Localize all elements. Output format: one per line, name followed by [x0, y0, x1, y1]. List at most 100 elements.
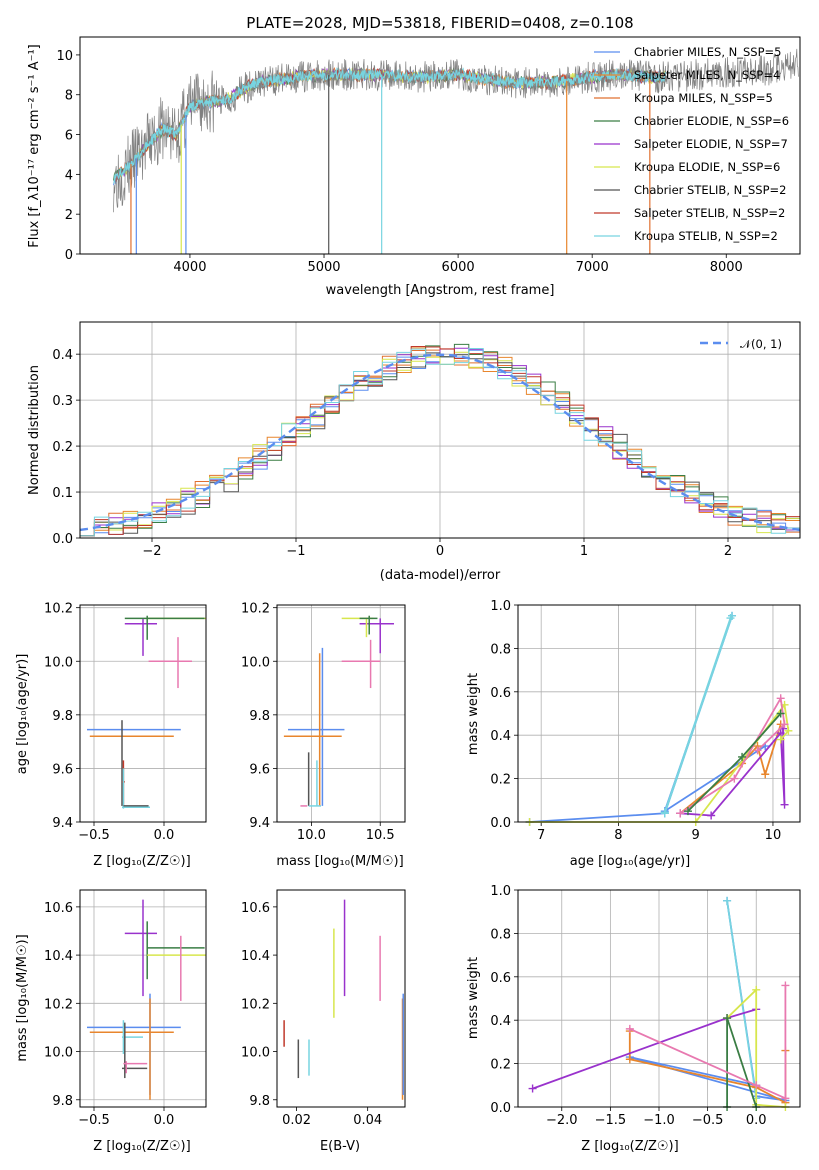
x-tick-label: 1: [580, 544, 588, 559]
y-tick-label: 2: [65, 208, 73, 223]
weight-line: [726, 987, 786, 1108]
x-tick-label: −0.5: [78, 828, 110, 843]
weight-marker: [781, 1094, 790, 1103]
x-tick-label: 0.0: [154, 828, 175, 843]
legend-entry: Chabrier STELIB, N_SSP=2: [634, 183, 786, 197]
axes-frame: [79, 604, 207, 823]
weight-line: [629, 985, 787, 1100]
y-tick-label: 10.4: [44, 949, 73, 964]
weight-age-plot: 7 8 9 10 0.0 0.2 0.4 0.6 0.8 1.0: [490, 599, 801, 843]
weight-marker: [753, 746, 762, 755]
y-tick-label: 0.2: [52, 440, 73, 455]
legend-entry: Kroupa STELIB, N_SSP=2: [634, 229, 778, 243]
x-tick-label: −1.5: [595, 1113, 627, 1128]
weight-marker: [683, 807, 692, 816]
weight-z-plot: −2.0 −1.5 −1.0 −0.5 0.0 0.0 0.2 0.4 0.6 0.8 1.0: [490, 884, 801, 1128]
legend-entry: Chabrier MILES, N_SSP=5: [634, 45, 781, 59]
y-tick-label: 0.8: [490, 642, 511, 657]
age-z-plot: −0.5 0.0 9.4 9.6 9.8 10.0 10.2: [44, 602, 207, 843]
x-tick-label: 0.02: [282, 1113, 311, 1128]
weight-marker: [707, 811, 716, 820]
weight-marker: [660, 808, 669, 817]
x-tick-label: 7000: [576, 260, 609, 275]
residual-xlabel: (data-model)/error: [380, 568, 501, 583]
x-tick-label: −1.0: [643, 1113, 675, 1128]
weight-line: [532, 1008, 757, 1090]
x-tick-label: 8000: [710, 260, 743, 275]
y-tick-label: 0.1: [52, 486, 73, 501]
mass-z-xlabel: Z [log₁₀(Z/Z☉)]: [93, 1139, 190, 1154]
y-tick-label: 10.0: [241, 1046, 270, 1061]
model-curve: [113, 68, 667, 184]
y-tick-label: 0.4: [490, 1014, 511, 1029]
weight-line: [726, 900, 758, 1099]
y-tick-label: 0.6: [490, 971, 511, 986]
mass-ebv-xlabel: E(B-V): [320, 1139, 360, 1154]
weight-age-ylabel: mass weight: [466, 673, 481, 755]
axes-frame: [517, 889, 801, 1108]
y-tick-label: 0.4: [52, 348, 73, 363]
y-tick-label: 10.0: [44, 655, 73, 670]
y-tick-label: 9.6: [249, 762, 270, 777]
spectrum-title: PLATE=2028, MJD=53818, FIBERID=0408, z=0…: [246, 14, 633, 32]
weight-line: [687, 712, 782, 812]
y-tick-label: 8: [65, 89, 73, 104]
age-mass-plot: 10.0 10.5 9.4 9.6 9.8 10.0 10.2: [241, 602, 406, 843]
y-tick-label: 9.4: [249, 816, 270, 831]
legend-entry: 𝒩(0, 1): [740, 337, 782, 351]
axes-frame: [79, 321, 801, 539]
x-tick-label: 0.0: [154, 1113, 175, 1128]
y-tick-label: 1.0: [490, 884, 511, 899]
x-tick-label: −2: [142, 544, 161, 559]
x-tick-label: 10: [765, 828, 782, 843]
axes-frame: [276, 889, 406, 1108]
weight-z-xlabel: Z [log₁₀(Z/Z☉)]: [581, 1139, 678, 1154]
x-tick-label: 0.0: [746, 1113, 767, 1128]
x-tick-label: 2: [724, 544, 732, 559]
weight-marker: [776, 735, 785, 744]
legend-entry: Kroupa MILES, N_SSP=5: [634, 91, 773, 105]
weight-marker: [776, 709, 785, 718]
y-tick-label: 0.2: [490, 1058, 511, 1073]
x-tick-label: 7: [537, 828, 545, 843]
y-tick-label: 0.8: [490, 927, 511, 942]
x-tick-label: 8: [614, 828, 622, 843]
y-tick-label: 10.0: [241, 655, 270, 670]
residual-plot: −2 −1 0 1 2 0.0 0.1 0.2 0.3 0.4 𝒩(0, 1): [52, 321, 801, 559]
x-tick-label: −1: [286, 544, 305, 559]
y-tick-label: 6: [65, 129, 73, 144]
y-tick-label: 0.4: [490, 729, 511, 744]
axes-frame: [276, 604, 406, 823]
data-spectrum: [113, 48, 799, 213]
weight-age-xlabel: age [log₁₀(age/yr)]: [570, 854, 691, 869]
y-tick-label: 9.8: [52, 709, 73, 724]
x-tick-label: 4000: [173, 260, 206, 275]
y-tick-label: 4: [65, 168, 73, 183]
y-tick-label: 10.0: [44, 1046, 73, 1061]
y-tick-label: 10.2: [44, 997, 73, 1012]
x-tick-label: 6000: [442, 260, 475, 275]
x-tick-label: −0.5: [692, 1113, 724, 1128]
y-tick-label: 9.6: [52, 762, 73, 777]
y-tick-label: 10.4: [241, 949, 270, 964]
weight-marker: [780, 800, 789, 809]
residual-ylabel: Normed distribution: [27, 365, 42, 495]
y-tick-label: 0.2: [490, 773, 511, 788]
mass-z-ylabel: mass [log₁₀(M/M☉)]: [15, 934, 30, 1061]
y-tick-label: 9.4: [52, 816, 73, 831]
legend-entry: Chabrier ELODIE, N_SSP=6: [634, 114, 789, 128]
axes-frame: [79, 36, 801, 255]
x-tick-label: 9: [692, 828, 700, 843]
legend-entry: Kroupa ELODIE, N_SSP=6: [634, 160, 780, 174]
legend-entry: Salpeter ELODIE, N_SSP=7: [634, 137, 788, 151]
y-tick-label: 0: [65, 248, 73, 263]
age-z-ylabel: age [log₁₀(age/yr)]: [15, 654, 30, 775]
x-tick-label: 0.04: [353, 1113, 382, 1128]
mass-ebv-plot: 0.02 0.04 9.8 10.0 10.2 10.4 10.6: [241, 889, 406, 1128]
spectrum-ylabel: Flux [f_λ10⁻¹⁷ erg cm⁻² s⁻¹ A⁻¹]: [27, 44, 42, 248]
x-tick-label: 10.5: [366, 828, 395, 843]
y-tick-label: 10.2: [241, 997, 270, 1012]
x-tick-label: 5000: [307, 260, 340, 275]
y-tick-label: 0.0: [490, 1101, 511, 1116]
weight-marker: [784, 726, 793, 735]
